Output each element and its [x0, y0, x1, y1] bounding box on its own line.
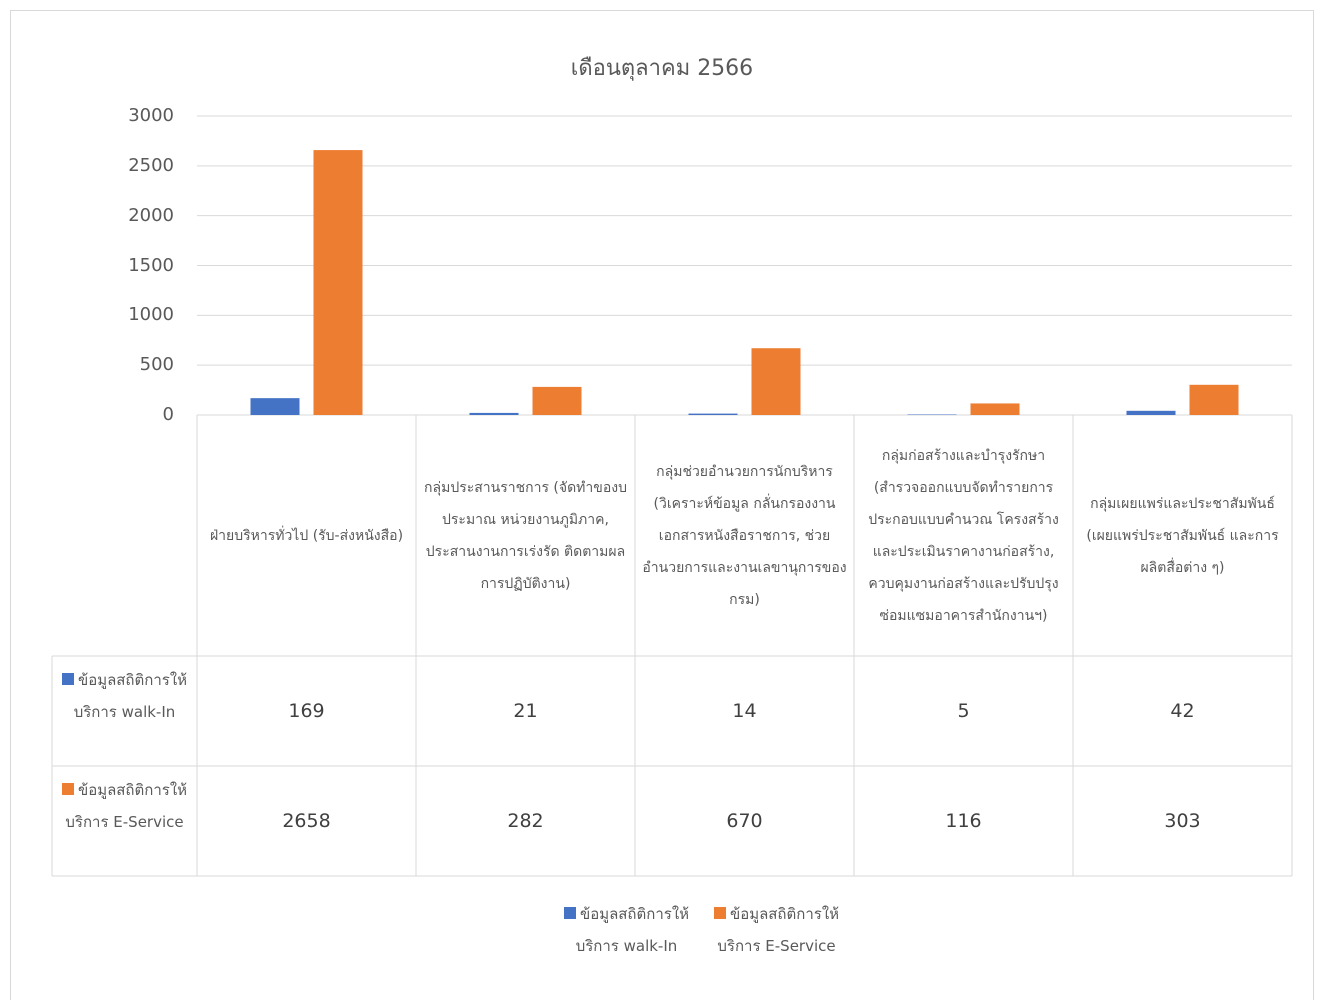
bar — [532, 386, 582, 415]
x-tick-label: ฝ่ายบริหารทั่วไป (รับ-ส่งหนังสือ) — [209, 527, 404, 544]
y-tick-label: 1000 — [128, 304, 174, 326]
data-table-value: 303 — [1164, 810, 1201, 832]
bar — [313, 150, 363, 415]
legend-entry: ข้อมูลสถิติการให้บริการ E-Service — [705, 898, 849, 962]
data-table-value: 282 — [507, 810, 544, 832]
legend-swatch — [713, 907, 726, 919]
bar — [688, 413, 738, 415]
data-table-value: 14 — [732, 700, 757, 722]
y-tick-label: 2000 — [128, 204, 174, 226]
bar — [970, 403, 1020, 415]
data-table-value: 670 — [726, 810, 763, 832]
x-tick-label: กลุ่มประสานราชการ (จัดทำของบประมาณ หน่วย… — [424, 479, 627, 592]
data-table-value: 21 — [513, 700, 538, 722]
data-table-series: ข้อมูลสถิติการให้บริการ walk-In — [54, 664, 195, 728]
y-tick-label: 0 — [162, 404, 174, 425]
data-table-value: 169 — [288, 700, 325, 722]
data-table-value: 2658 — [282, 810, 331, 832]
legend-label: ข้อมูลสถิติการให้บริการ walk-In — [73, 671, 188, 721]
bar — [1126, 410, 1176, 415]
x-tick-label: กลุ่มเผยแพร่และประชาสัมพันธ์ (เผยแพร่ประ… — [1086, 495, 1279, 576]
data-table-value: 116 — [945, 810, 982, 832]
y-tick-label: 500 — [139, 354, 174, 376]
legend-label: ข้อมูลสถิติการให้บริการ E-Service — [65, 781, 188, 831]
chart-title: เดือนตุลาคม 2566 — [570, 56, 754, 81]
bar — [751, 348, 801, 415]
legend-entry: ข้อมูลสถิติการให้บริการ walk-In — [555, 898, 699, 962]
legend-label: ข้อมูลสถิติการให้บริการ walk-In — [575, 905, 690, 955]
chart-border — [10, 10, 1314, 1000]
data-table-series: ข้อมูลสถิติการให้บริการ E-Service — [54, 774, 195, 838]
y-tick-label: 1500 — [128, 254, 174, 276]
y-tick-label: 2500 — [128, 154, 174, 176]
data-table-value: 5 — [957, 700, 970, 722]
legend-swatch — [61, 783, 74, 795]
legend-label: ข้อมูลสถิติการให้บริการ E-Service — [717, 905, 840, 955]
x-tick-label: กลุ่มก่อสร้างและบำรุงรักษา (สำรวจออกแบบจ… — [868, 447, 1059, 624]
data-table-value: 42 — [1170, 700, 1195, 722]
x-tick-label: กลุ่มช่วยอำนวยการนักบริหาร (วิเคราะห์ข้อ… — [642, 463, 847, 608]
bar — [1189, 384, 1239, 415]
legend-swatch — [61, 673, 74, 685]
legend-swatch — [563, 907, 576, 919]
bar — [250, 398, 300, 415]
bar — [469, 412, 519, 415]
y-tick-label: 3000 — [128, 105, 174, 126]
